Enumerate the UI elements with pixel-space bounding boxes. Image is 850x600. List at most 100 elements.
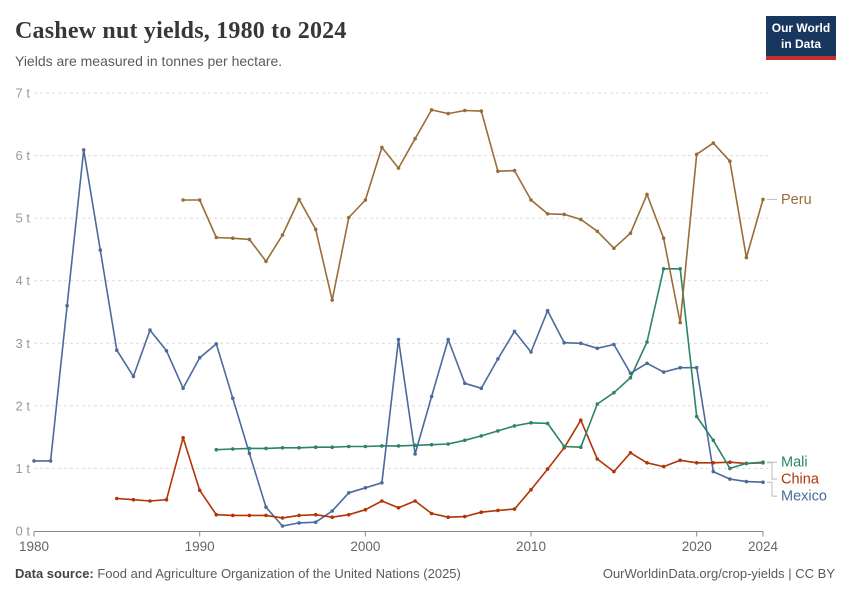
data-point <box>744 461 749 466</box>
data-point <box>380 145 384 150</box>
data-point <box>529 421 533 425</box>
data-point <box>280 446 285 450</box>
x-axis-tick-label: 1990 <box>185 539 215 554</box>
data-point <box>612 246 616 250</box>
y-axis-tick-label: 2 t <box>16 398 31 413</box>
data-point <box>231 236 235 240</box>
series-label-mali[interactable]: Mali <box>781 455 808 471</box>
data-point <box>661 370 666 374</box>
data-point <box>512 329 517 334</box>
series-label-china[interactable]: China <box>781 472 820 488</box>
data-point <box>579 341 583 346</box>
data-point <box>148 499 152 503</box>
data-point <box>711 469 716 474</box>
data-point <box>661 236 666 240</box>
data-point <box>313 520 318 524</box>
data-point <box>264 513 268 518</box>
data-point <box>429 108 434 112</box>
data-point <box>363 198 368 202</box>
data-point <box>628 375 633 380</box>
data-point <box>694 414 699 419</box>
data-point <box>148 328 152 332</box>
owid-logo[interactable]: Our World in Data <box>766 16 836 61</box>
data-point <box>181 198 185 202</box>
data-point <box>744 255 749 260</box>
owid-attribution-link[interactable]: OurWorldinData.org/crop-yields | CC BY <box>602 566 835 581</box>
data-point <box>181 386 185 391</box>
data-point <box>313 227 318 232</box>
data-point <box>711 438 716 443</box>
data-point <box>446 111 451 116</box>
series-label-peru[interactable]: Peru <box>781 192 812 208</box>
data-point <box>231 447 235 451</box>
data-point <box>579 217 583 222</box>
y-axis-tick-label: 3 t <box>16 336 31 351</box>
data-point <box>579 418 583 423</box>
data-point <box>32 459 36 463</box>
data-point <box>330 509 335 513</box>
data-point <box>545 421 550 426</box>
data-point <box>396 506 401 510</box>
data-point <box>645 340 649 344</box>
data-point <box>363 507 368 512</box>
data-point <box>413 452 417 456</box>
series-line-mexico[interactable] <box>32 148 765 528</box>
x-axis-tick-label: 1980 <box>19 539 49 554</box>
x-axis-tick-label: 2010 <box>516 539 546 554</box>
data-point <box>297 513 301 518</box>
data-point <box>446 515 451 519</box>
data-point <box>214 447 219 452</box>
chart-footer: Data source: Food and Agriculture Organi… <box>15 566 835 581</box>
data-point <box>562 444 566 449</box>
data-point <box>628 451 633 455</box>
data-point <box>595 346 600 351</box>
data-point <box>164 497 169 502</box>
series-label-mexico[interactable]: Mexico <box>781 489 827 505</box>
data-point <box>496 357 500 361</box>
data-point <box>280 516 285 520</box>
series-line-peru[interactable] <box>181 108 765 325</box>
data-point <box>396 166 401 170</box>
data-point <box>396 337 401 342</box>
data-point <box>197 488 202 493</box>
x-axis-tick-label: 2024 <box>748 539 779 554</box>
data-point <box>661 267 666 271</box>
data-point <box>380 499 384 503</box>
data-point <box>496 508 500 513</box>
data-point <box>214 512 219 517</box>
data-point <box>728 460 732 465</box>
data-point <box>380 444 384 448</box>
data-point <box>280 233 285 237</box>
data-point <box>678 365 682 370</box>
data-point <box>612 342 616 347</box>
data-point <box>529 350 533 354</box>
data-point <box>545 212 550 216</box>
y-axis-tick-label: 7 t <box>16 86 31 101</box>
data-point <box>463 438 467 443</box>
data-point <box>214 342 219 346</box>
data-point <box>496 429 500 433</box>
data-point <box>181 436 185 440</box>
data-point <box>247 237 252 242</box>
x-axis-tick-label: 2020 <box>682 539 712 554</box>
data-point <box>645 192 649 197</box>
data-point <box>479 510 484 514</box>
data-point <box>115 348 119 353</box>
data-point <box>81 148 86 152</box>
data-point <box>131 374 136 379</box>
data-point <box>529 198 533 202</box>
data-point <box>413 499 417 503</box>
data-point <box>761 197 765 202</box>
data-point <box>413 136 417 141</box>
data-point <box>214 235 219 240</box>
data-point <box>645 361 649 366</box>
data-point <box>429 442 434 447</box>
data-point <box>463 108 467 113</box>
data-point <box>231 396 235 401</box>
data-point <box>65 303 69 308</box>
series-line-china[interactable] <box>115 418 765 520</box>
series-line-mali[interactable] <box>214 267 765 471</box>
data-point <box>48 459 53 463</box>
data-point <box>164 349 169 353</box>
